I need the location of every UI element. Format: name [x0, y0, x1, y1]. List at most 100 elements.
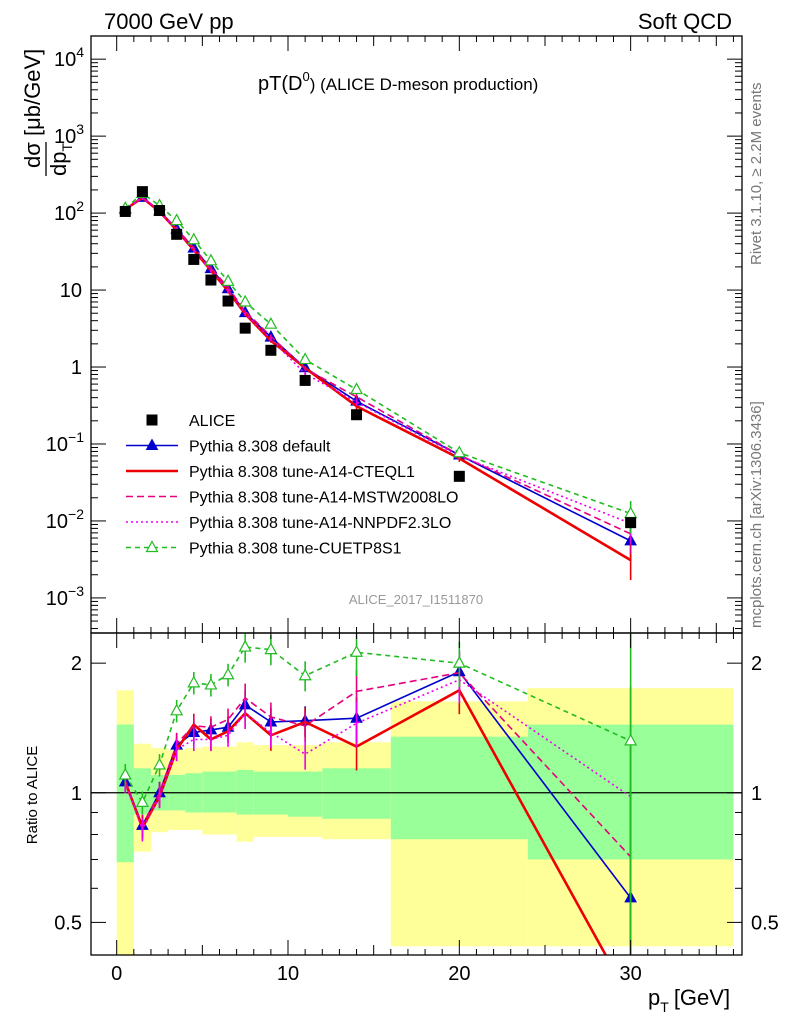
main-series-marker: [187, 232, 201, 245]
alice-data-point: [205, 274, 217, 286]
main-title-rest: ) (ALICE D-meson production): [310, 75, 539, 94]
ratio-frame: [90, 632, 743, 956]
main-ytick-label: 102: [54, 198, 84, 225]
ratio-ylabel: Ratio to ALICE: [24, 746, 41, 844]
main-ylabel-unit: [μb/GeV]: [20, 49, 45, 136]
mcplots-label: mcplots.cern.ch [arXiv:1306.3436]: [748, 401, 765, 628]
alice-data-point: [299, 374, 311, 386]
legend-swatch-marker: [146, 414, 158, 426]
ratio-ytick-label: 0.5: [54, 912, 82, 934]
ratio-ytick-label-right: 1: [751, 783, 762, 805]
main-ytick-label: 10: [60, 280, 82, 302]
main-series-marker: [221, 274, 235, 286]
legend: ALICE Pythia 8.308 default Pythia 8.308 tu…: [126, 413, 458, 558]
main-ytick-label: 104: [54, 44, 84, 71]
ratio-series-marker: [298, 668, 312, 681]
xlabel-text: p: [648, 985, 660, 1010]
main-ytick-label-exp: 2: [76, 198, 84, 214]
ratio-band-green: [322, 768, 391, 819]
rivet-label: Rivet 3.1.10, ≥ 2.2M events: [748, 83, 765, 266]
main-ytick-label-exp: −2: [68, 506, 84, 522]
ratio-band-green: [288, 771, 323, 817]
alice-data-point: [171, 228, 183, 240]
main-ytick-label-exp: −1: [68, 429, 84, 445]
ratio-series-marker: [170, 703, 184, 716]
main-ytick-label-base: 10: [54, 126, 76, 148]
main-ytick-label-base: 10: [54, 49, 76, 71]
legend-swatch-marker: [145, 540, 159, 553]
main-ytick-label-exp: 3: [76, 121, 84, 137]
ratio-series-marker: [624, 733, 638, 746]
legend-swatch-marker: [145, 438, 159, 450]
ratio-ytick-label: 1: [71, 783, 82, 805]
main-ytick-label: 10−3: [46, 583, 84, 610]
main-title-text: pT(D: [258, 73, 302, 95]
main-series-marker: [298, 352, 312, 365]
legend-label: ALICE: [189, 413, 235, 430]
alice-data-point: [222, 295, 234, 307]
main-ylabel-den-text: dp: [46, 152, 71, 176]
legend-label: Pythia 8.308 tune-A14-CTEQL1: [189, 464, 415, 481]
main-ytick-label-exp: 4: [76, 44, 84, 60]
alice-data-point: [453, 470, 465, 482]
main-series-marker: [238, 294, 252, 307]
ratio-series-marker: [452, 655, 466, 668]
alice-data-point: [351, 409, 363, 421]
ratio-series-marker: [221, 667, 235, 680]
ratio-series-marker: [187, 675, 201, 688]
legend-label: Pythia 8.308 default: [189, 439, 331, 456]
xtick-label: 10: [277, 963, 299, 985]
main-ylabel-den-sub: T: [59, 143, 75, 152]
main-ytick-label-base: 10: [46, 588, 68, 610]
ratio-ytick-label-right: 2: [751, 653, 762, 675]
xtick-label: 0: [111, 963, 122, 985]
ratio-series-marker: [204, 677, 218, 690]
ratio-panel-axes: 0.5 0.51 12 20 10 20 30: [54, 632, 779, 985]
main-ytick-label-base: 10: [46, 511, 68, 533]
main-series-marker: [350, 382, 364, 395]
main-ylabel-numerator: dσ: [20, 142, 45, 168]
ratio-series-marker: [135, 795, 149, 807]
alice-data-point: [136, 186, 148, 198]
ratio-uncertainty-bands: [91, 688, 742, 955]
xtick-label: 20: [448, 963, 470, 985]
main-ytick-label: 103: [54, 121, 84, 148]
main-series-marker: [204, 253, 218, 266]
alice-data-point: [154, 205, 166, 217]
ratio-panel-series: [118, 633, 638, 955]
main-ytick-label: 10−2: [46, 506, 84, 533]
ratio-series-marker: [238, 639, 252, 652]
main-ytick-label: 1: [71, 357, 82, 379]
ratio-series-marker: [264, 642, 278, 655]
ratio-band-green: [390, 736, 528, 840]
main-series-marker: [452, 445, 466, 458]
main-title: pT(D0) (ALICE D-meson production): [258, 69, 538, 95]
alice-data-point: [265, 344, 277, 356]
xlabel-unit: [GeV]: [674, 985, 730, 1010]
xlabel-sub: T: [660, 999, 669, 1015]
main-series-marker: [170, 213, 184, 226]
ratio-ytick-label-right: 0.5: [751, 912, 779, 934]
ratio-series-marker: [118, 767, 132, 780]
ratio-band-green: [219, 771, 237, 813]
alice-data-point: [239, 322, 251, 334]
main-title-superscript: 0: [302, 69, 309, 84]
ratio-series-marker: [153, 757, 167, 770]
ratio-ytick-label: 2: [71, 653, 82, 675]
main-ytick-label-base: 1: [71, 357, 82, 379]
main-ytick-label-base: 10: [60, 280, 82, 302]
ratio-band-green: [202, 771, 220, 813]
xlabel: pT [GeV]: [648, 985, 730, 1015]
alice-data-point: [625, 517, 637, 529]
header-right-label: Soft QCD: [638, 9, 732, 34]
analysis-watermark: ALICE_2017_I1511870: [349, 592, 483, 607]
alice-data-point: [188, 253, 200, 265]
xtick-label: 30: [620, 963, 642, 985]
header-left-label: 7000 GeV pp: [104, 9, 234, 34]
main-ytick-label: 10−1: [46, 429, 84, 456]
ratio-series-marker: [350, 645, 364, 657]
legend-label: Pythia 8.308 tune-A14-NNPDF2.3LO: [189, 515, 451, 532]
